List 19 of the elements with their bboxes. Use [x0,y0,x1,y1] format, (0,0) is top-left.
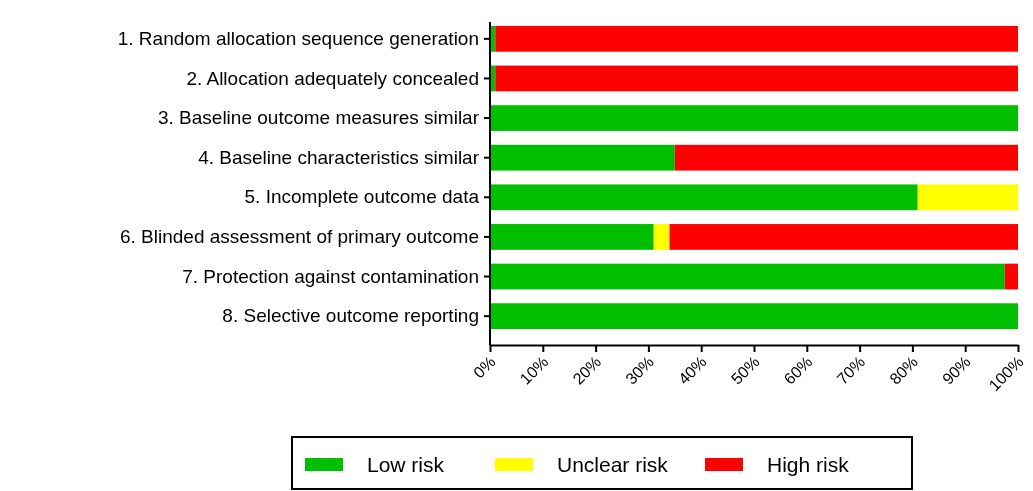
y-tick-label: 6. Blinded assessment of primary outcome [119,226,479,248]
legend-label: Low risk [367,453,445,476]
x-tick-label: 50% [727,353,763,388]
y-tick-label: 8. Selective outcome reporting [222,305,479,327]
y-tick-label: 1. Random allocation sequence generation [117,27,479,49]
y-tick-label: 4. Baseline characteristics similar [198,146,480,168]
legend-label: Unclear risk [557,453,669,476]
x-tick-label: 40% [675,353,710,388]
legend-label: High risk [767,453,850,476]
y-tick-label: 2. Allocation adequately concealed [186,67,479,89]
x-tick-label: 0% [470,353,499,382]
x-tick-label: 70% [833,353,869,388]
y-tick-label: 7. Protection against contamination [182,265,479,287]
x-tick-label: 90% [939,353,974,388]
y-tick-label: 3. Baseline outcome measures similar [157,107,480,129]
x-tick-label: 30% [622,353,657,388]
x-tick-label: 80% [886,353,921,388]
x-tick-label: 60% [780,353,816,388]
y-tick-label: 5. Incomplete outcome data [244,186,480,208]
